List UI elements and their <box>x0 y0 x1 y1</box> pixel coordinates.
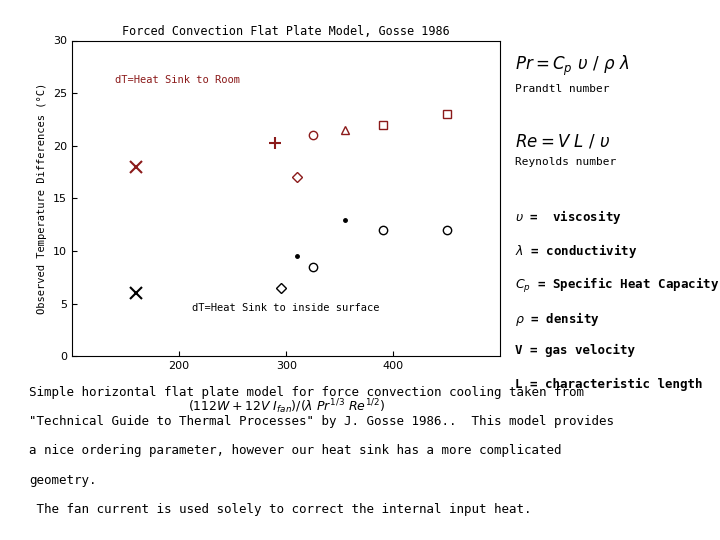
Text: The fan current is used solely to correct the internal input heat.: The fan current is used solely to correc… <box>29 503 531 516</box>
Text: a nice ordering parameter, however our heat sink has a more complicated: a nice ordering parameter, however our h… <box>29 444 562 457</box>
Text: L = characteristic length: L = characteristic length <box>515 378 702 391</box>
Text: geometry.: geometry. <box>29 474 96 487</box>
Text: Prandtl number: Prandtl number <box>515 84 609 94</box>
Title: Forced Convection Flat Plate Model, Gosse 1986: Forced Convection Flat Plate Model, Goss… <box>122 25 450 38</box>
Y-axis label: Observed Temperature Differences (°C): Observed Temperature Differences (°C) <box>37 83 48 314</box>
Text: $\upsilon$ =  viscosity: $\upsilon$ = viscosity <box>515 208 621 226</box>
Text: Simple horizontal flat plate model for force convection cooling taken from: Simple horizontal flat plate model for f… <box>29 386 584 399</box>
Text: $Pr = C_p\ \upsilon\ /\ \rho\ \lambda$: $Pr = C_p\ \upsilon\ /\ \rho\ \lambda$ <box>515 54 629 78</box>
Text: $\rho$ = density: $\rho$ = density <box>515 310 600 328</box>
Text: $\lambda$ = conductivity: $\lambda$ = conductivity <box>515 242 637 260</box>
Text: V = gas velocity: V = gas velocity <box>515 344 635 357</box>
Text: $Re = V\ L\ /\ \upsilon$: $Re = V\ L\ /\ \upsilon$ <box>515 132 611 150</box>
Text: "Technical Guide to Thermal Processes" by J. Gosse 1986..  This model provides: "Technical Guide to Thermal Processes" b… <box>29 415 613 428</box>
Text: $C_p$ = Specific Heat Capacity: $C_p$ = Specific Heat Capacity <box>515 276 719 295</box>
Text: $(112W + 12V\ I_{fan})/(\lambda\ Pr^{1/3}\ Re^{1/2})$: $(112W + 12V\ I_{fan})/(\lambda\ Pr^{1/3… <box>188 397 384 416</box>
Text: dT=Heat Sink to Room: dT=Heat Sink to Room <box>115 75 240 85</box>
Text: Reynolds number: Reynolds number <box>515 157 616 167</box>
Text: dT=Heat Sink to inside surface: dT=Heat Sink to inside surface <box>192 303 379 313</box>
